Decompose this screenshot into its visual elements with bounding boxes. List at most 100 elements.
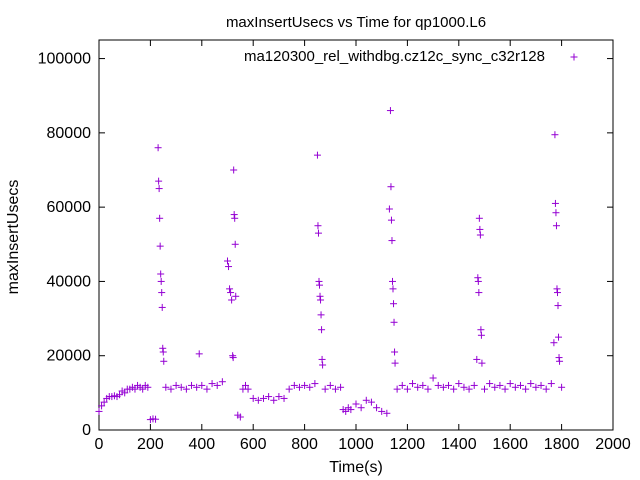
data-point <box>439 383 447 391</box>
data-point <box>419 381 427 389</box>
data-point <box>158 303 166 311</box>
x-tick-label: 400 <box>188 436 215 453</box>
legend-label: ma120300_rel_withdbg.cz12c_sync_c32r128 <box>244 48 545 65</box>
data-point <box>542 385 550 393</box>
x-tick-label: 1000 <box>338 436 374 453</box>
data-point <box>478 359 486 367</box>
data-point <box>386 107 394 115</box>
data-point <box>352 400 360 408</box>
x-tick-label: 1200 <box>390 436 426 453</box>
data-point <box>357 404 365 412</box>
y-tick-label: 60000 <box>47 199 92 216</box>
data-point <box>157 270 165 278</box>
data-point <box>121 389 129 397</box>
x-tick-label: 1400 <box>441 436 477 453</box>
data-point <box>393 385 401 393</box>
data-point <box>558 383 566 391</box>
data-point <box>491 383 499 391</box>
data-point <box>470 381 478 389</box>
data-point <box>388 277 396 285</box>
data-point <box>455 380 463 388</box>
data-point <box>259 394 267 402</box>
data-point <box>290 381 298 389</box>
data-point <box>445 381 453 389</box>
data-point <box>434 381 442 389</box>
data-point <box>249 394 257 402</box>
data-point <box>155 185 163 193</box>
data-point <box>516 381 524 389</box>
data-point <box>231 240 239 248</box>
data-point <box>378 407 386 415</box>
data-point <box>182 385 190 393</box>
data-point <box>225 263 233 271</box>
data-point <box>270 396 278 404</box>
data-point <box>227 289 235 297</box>
data-point <box>317 311 325 319</box>
data-point <box>230 166 238 174</box>
data-point <box>295 383 303 391</box>
data-point <box>230 211 238 219</box>
data-point <box>373 404 381 412</box>
data-point <box>159 344 167 352</box>
data-point <box>318 326 326 334</box>
data-point <box>553 285 561 293</box>
data-point <box>414 383 422 391</box>
data-point <box>474 274 482 282</box>
data-point <box>229 352 237 360</box>
x-tick-label: 0 <box>95 436 104 453</box>
data-point <box>387 216 395 224</box>
data-point <box>477 326 485 334</box>
data-point <box>155 177 163 185</box>
data-point <box>188 381 196 389</box>
data-point <box>167 385 175 393</box>
data-point <box>547 380 555 388</box>
data-point <box>198 381 206 389</box>
data-point <box>391 359 399 367</box>
data-point <box>213 381 221 389</box>
data-point <box>326 381 334 389</box>
data-point <box>313 151 321 159</box>
y-tick-label: 100000 <box>38 51 91 68</box>
data-point <box>314 222 322 230</box>
data-point <box>552 209 560 217</box>
data-point <box>195 350 203 358</box>
data-point <box>506 380 514 388</box>
data-point <box>116 391 124 399</box>
data-point <box>475 214 483 222</box>
data-point <box>391 348 399 356</box>
data-point <box>95 407 103 415</box>
data-point <box>552 222 560 230</box>
data-point <box>315 277 323 285</box>
data-point <box>403 385 411 393</box>
data-point <box>139 385 147 393</box>
data-point <box>152 415 160 423</box>
x-tick-label: 2000 <box>595 436 631 453</box>
data-point <box>229 354 237 362</box>
data-point <box>319 361 327 369</box>
data-point <box>160 357 168 365</box>
data-point <box>311 380 319 388</box>
data-point <box>537 381 545 389</box>
data-point <box>501 385 509 393</box>
data-point <box>100 398 108 406</box>
data-point <box>157 277 165 285</box>
data-point <box>362 396 370 404</box>
data-point <box>555 354 563 362</box>
data-point <box>193 383 201 391</box>
data-point <box>390 300 398 308</box>
data-point <box>162 383 170 391</box>
x-tick-label: 800 <box>291 436 318 453</box>
data-point <box>389 285 397 293</box>
data-point <box>321 385 329 393</box>
data-point <box>224 257 231 265</box>
data-point <box>522 385 530 393</box>
data-point <box>450 385 458 393</box>
data-point <box>409 380 417 388</box>
data-point <box>285 385 293 393</box>
y-tick-label: 0 <box>82 422 91 439</box>
data-point <box>532 383 540 391</box>
data-point <box>486 380 494 388</box>
data-point <box>144 383 152 391</box>
y-tick-label: 40000 <box>47 273 92 290</box>
